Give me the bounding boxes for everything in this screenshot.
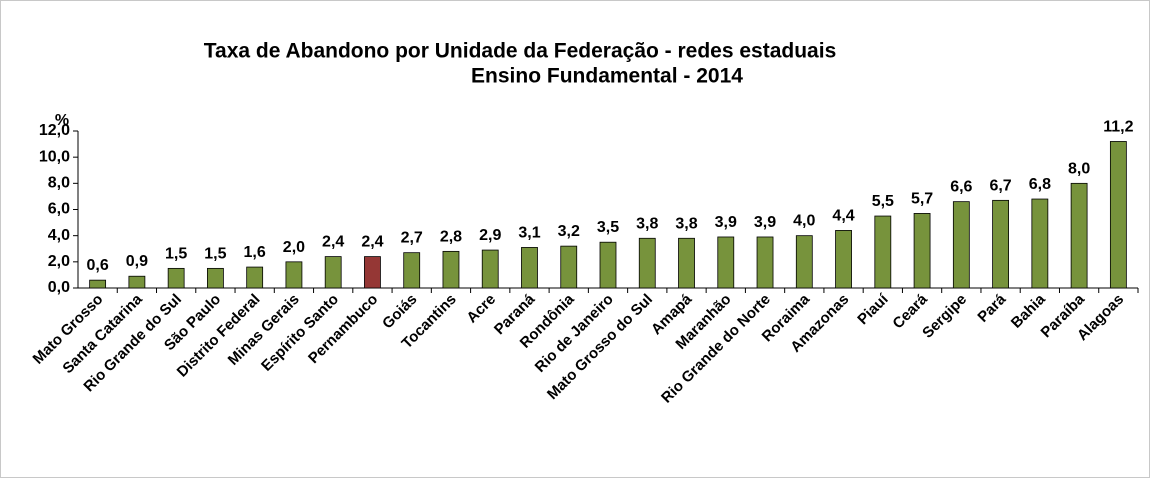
value-label: 0,9 [126, 253, 148, 270]
bar [1070, 182, 1088, 289]
value-label: 6,6 [950, 179, 972, 196]
value-label: 1,5 [165, 245, 187, 262]
bar [717, 236, 735, 289]
value-label: 1,6 [244, 244, 266, 261]
value-label: 4,4 [832, 207, 854, 224]
bar [1031, 198, 1049, 289]
value-label: 3,5 [597, 219, 619, 236]
value-label: 11,2 [1103, 118, 1133, 135]
bar [481, 249, 499, 289]
bar [246, 266, 264, 289]
y-tick-label: 8,0 [48, 175, 70, 192]
bar [913, 213, 931, 289]
value-label: 4,0 [793, 213, 815, 230]
bar [678, 237, 695, 289]
bar [992, 199, 1009, 289]
bar [521, 247, 538, 289]
y-tick-label: 12,0 [39, 122, 70, 139]
bar [952, 201, 970, 289]
value-label: 6,7 [989, 177, 1011, 194]
bar [795, 235, 813, 289]
bar [324, 256, 342, 289]
value-label: 2,7 [401, 230, 423, 247]
y-tick-label: 4,0 [48, 227, 70, 244]
bar [599, 241, 617, 289]
value-label: 3,8 [636, 215, 658, 232]
chart-subtitle: Ensino Fundamental - 2014 [471, 65, 743, 88]
bar [364, 256, 381, 289]
value-label: 8,0 [1068, 160, 1090, 177]
y-tick-label: 10,0 [39, 148, 70, 165]
value-label: 2,8 [440, 228, 462, 245]
y-axis-label: % [55, 112, 69, 129]
value-label: 2,9 [479, 227, 501, 244]
value-label: 5,7 [911, 190, 933, 207]
y-tick-label: 0,0 [48, 279, 70, 296]
value-label: 5,5 [872, 193, 894, 210]
value-label: 6,8 [1029, 176, 1051, 193]
y-tick-label: 6,0 [48, 201, 70, 218]
bar [442, 250, 460, 289]
bar [128, 275, 146, 289]
bar [756, 236, 774, 289]
value-label: 3,9 [754, 214, 776, 231]
bar [167, 267, 185, 289]
bar [560, 245, 578, 289]
value-label: 3,8 [675, 215, 697, 232]
bar [403, 252, 421, 289]
value-label: 1,5 [204, 245, 226, 262]
value-label: 3,1 [518, 224, 540, 241]
bar [207, 267, 224, 289]
value-label: 0,6 [87, 257, 109, 274]
bar [89, 279, 107, 289]
value-label: 2,4 [361, 234, 383, 251]
chart-title: Taxa de Abandono por Unidade da Federaçã… [204, 40, 837, 63]
bar [1109, 141, 1127, 289]
value-label: 3,9 [715, 214, 737, 231]
bar [874, 215, 892, 289]
value-label: 3,2 [558, 223, 580, 240]
value-label: 2,4 [322, 234, 344, 251]
bar [835, 230, 852, 289]
value-label: 2,0 [283, 239, 305, 256]
bar [638, 237, 656, 289]
y-tick-label: 2,0 [48, 253, 70, 270]
bar [285, 261, 303, 289]
